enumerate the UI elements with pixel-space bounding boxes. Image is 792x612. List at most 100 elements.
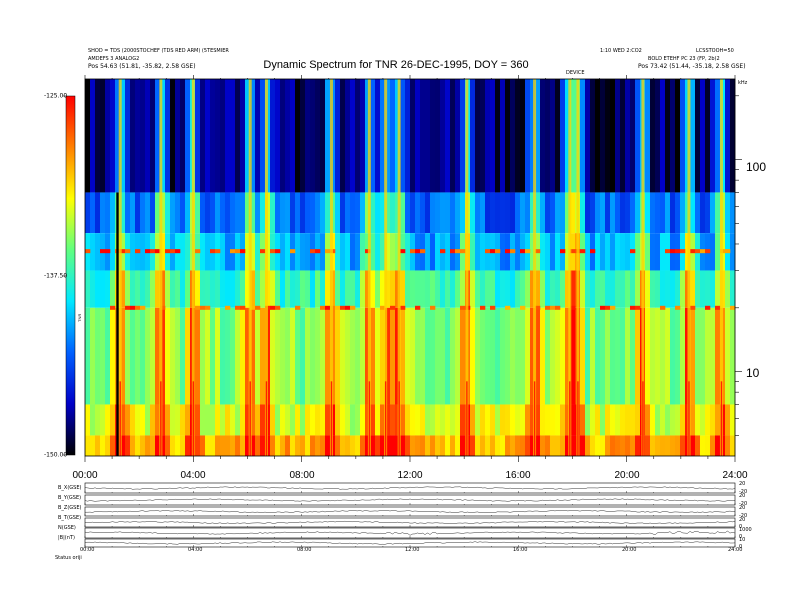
spectrum-cell — [715, 307, 721, 405]
spectrum-cell — [500, 404, 506, 436]
spectrum-cell — [360, 307, 366, 405]
emission-line-cell — [270, 249, 276, 254]
spectrum-cell — [440, 192, 446, 234]
spectrum-cell — [320, 192, 326, 234]
spectrum-cell — [590, 404, 596, 436]
spectrum-cell — [630, 307, 636, 405]
spectrum-cell — [435, 307, 441, 405]
spectrum-cell — [470, 307, 476, 405]
spectrum-cell — [495, 79, 501, 193]
spectrum-cell — [690, 79, 696, 193]
spectrum-cell — [560, 307, 566, 405]
spectrum-cell — [520, 79, 526, 193]
spectrum-cell — [600, 435, 606, 456]
spectrum-cell — [185, 192, 191, 234]
spectrum-cell — [700, 192, 706, 234]
frequency-unit: kHz — [738, 80, 748, 86]
emission-line-cell — [690, 305, 696, 310]
emission-line-cell — [580, 249, 586, 254]
spectrum-cell — [295, 192, 301, 234]
emission-line-cell — [175, 249, 181, 254]
spectrum-cell — [380, 270, 386, 308]
spectrum-cell — [375, 307, 381, 405]
burst-core — [688, 381, 690, 456]
emission-line-cell — [545, 305, 551, 310]
spectrum-cell — [530, 233, 536, 271]
spectrum-cell — [335, 307, 341, 405]
spectrum-cell — [95, 192, 101, 234]
spectrum-cell — [425, 233, 431, 271]
spectrum-cell — [250, 404, 256, 436]
spectrum-cell — [140, 404, 146, 436]
spectrum-cell — [85, 307, 91, 405]
spectrum-cell — [470, 404, 476, 436]
spectrum-cell — [630, 79, 636, 193]
spectrum-cell — [440, 404, 446, 436]
spectrum-cell — [505, 79, 511, 193]
spectrum-cell — [150, 79, 156, 193]
spectrum-cell — [615, 270, 621, 308]
spectrum-cell — [555, 192, 561, 234]
spectrum-cell — [230, 79, 236, 193]
spectrum-cell — [615, 192, 621, 234]
spectrum-cell — [520, 435, 526, 456]
spectrum-cell — [470, 233, 476, 271]
header-left-line-1: SHOD = TDS (2000STOCHEF (TDS RED ARM) (5… — [88, 48, 229, 54]
spectrum-cell — [140, 435, 146, 456]
spectrum-cell — [625, 270, 631, 308]
burst-core — [466, 381, 468, 456]
spectrum-cell — [165, 404, 171, 436]
spectrum-cell — [570, 270, 576, 308]
emission-line-cell — [325, 305, 331, 310]
emission-line-cell — [145, 249, 151, 254]
emission-line-cell — [420, 249, 426, 254]
spectrum-cell — [365, 404, 371, 436]
spectrum-cell — [695, 404, 701, 436]
spectrum-cell — [570, 307, 576, 405]
spectrum-cell — [425, 404, 431, 436]
spectrum-cell — [90, 270, 96, 308]
emission-line-cell — [560, 249, 566, 254]
emission-line-cell — [250, 305, 256, 310]
panel-trace — [84, 530, 736, 536]
spectrum-cell — [655, 233, 661, 271]
spectrum-cell — [255, 307, 261, 405]
spectrum-cell — [460, 270, 466, 308]
emission-line-cell — [150, 249, 156, 254]
spectrum-cell — [410, 79, 416, 193]
emission-line-cell — [125, 305, 131, 310]
spectrum-cell — [360, 192, 366, 234]
emission-line-cell — [415, 249, 421, 254]
spectrum-cell — [680, 192, 686, 234]
spectrum-cell — [120, 192, 126, 234]
spectrum-cell — [130, 79, 136, 193]
spectrum-cell — [715, 192, 721, 234]
spectrum-cell — [545, 233, 551, 271]
spectrum-cell — [530, 270, 536, 308]
spectrum-cell — [410, 307, 416, 405]
spectrum-cell — [675, 307, 681, 405]
spectrum-cell — [445, 79, 451, 193]
emission-line-cell — [670, 249, 676, 254]
spectrum-cell — [165, 307, 171, 405]
spectrum-cell — [500, 307, 506, 405]
spectrum-cell — [195, 270, 201, 308]
spectrum-cell — [350, 307, 356, 405]
emission-line-cell — [130, 305, 136, 310]
spectrum-cell — [410, 435, 416, 456]
spectrum-cell — [420, 270, 426, 308]
burst-core — [720, 381, 723, 456]
spectrum-cell — [525, 270, 531, 308]
spectrum-cell — [385, 307, 391, 405]
spectrum-cell — [195, 192, 201, 234]
emission-line-cell — [400, 305, 406, 310]
spectrum-cell — [540, 435, 546, 456]
spectrum-cell — [345, 270, 351, 308]
spectrum-cell — [335, 435, 341, 456]
spectrum-cell — [455, 435, 461, 456]
spectrum-cell — [480, 404, 486, 436]
x-tick-3: 12:00 — [397, 470, 423, 481]
spectrum-cell — [655, 192, 661, 234]
spectrum-cell — [595, 435, 601, 456]
spectrum-cell — [260, 404, 266, 436]
